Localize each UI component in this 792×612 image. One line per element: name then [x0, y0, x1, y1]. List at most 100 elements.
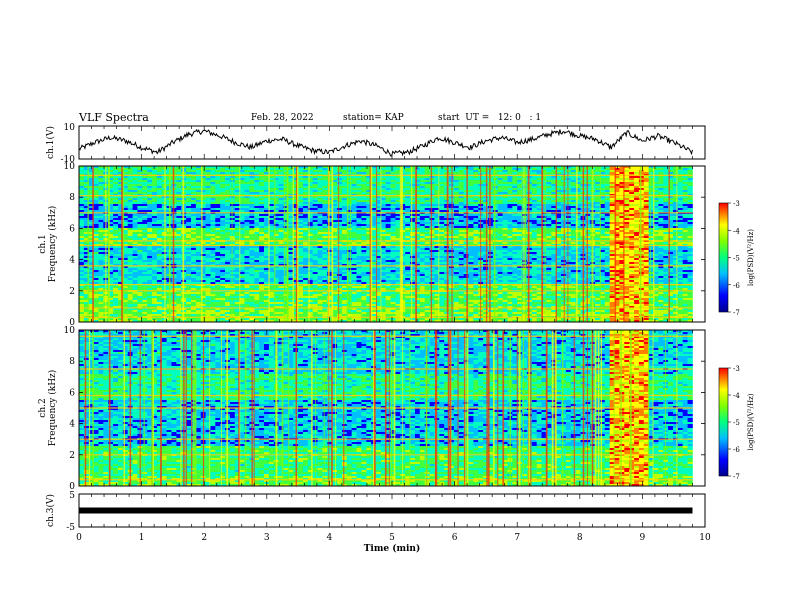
spectrogram-cell [268, 292, 275, 295]
spectrogram-cell [346, 200, 352, 203]
spectrogram-cell [268, 276, 275, 279]
spectrogram-cell [210, 260, 216, 263]
spectrogram-cell [122, 172, 128, 175]
spectrogram-cell [244, 218, 250, 221]
spectrogram-cell [88, 264, 94, 267]
spectrogram-cell [186, 288, 192, 291]
spectrogram-cell [264, 254, 270, 257]
spectrogram-cell [332, 246, 338, 249]
spectrogram-cell [307, 300, 313, 303]
spectrogram-cell [244, 200, 250, 203]
spectrogram-cell [293, 252, 299, 255]
spectrogram-cell [356, 258, 362, 261]
spectrogram-cell [210, 182, 216, 185]
spectrogram-cell [307, 292, 313, 295]
spectrogram-cell [83, 192, 90, 195]
spectrogram-cell [322, 288, 328, 291]
spectrogram-cell [337, 186, 343, 189]
spectrogram-cell [83, 308, 90, 311]
spectrogram-cell [264, 256, 270, 259]
spectrogram-cell [341, 166, 348, 169]
spectrogram-cell [225, 252, 231, 255]
spectrogram-cell [215, 222, 221, 225]
spectrogram-cell [127, 286, 133, 289]
spectrogram-cell [273, 276, 279, 279]
spectrogram-cell [337, 320, 343, 322]
spectrogram-cell [254, 258, 260, 261]
spectrogram-cell [361, 300, 367, 303]
spectrogram-cell [147, 278, 153, 281]
spectrogram-cell [254, 232, 260, 235]
spectrogram-cell [346, 176, 352, 179]
spectrogram-cell [132, 226, 138, 229]
spectrogram-cell [186, 218, 192, 221]
spectrogram-cell [156, 256, 163, 259]
spectrogram-cell [371, 258, 377, 261]
spectrogram-cell [147, 218, 153, 221]
spectrogram-cell [220, 238, 226, 241]
spectrogram-cell [332, 298, 338, 301]
spectrogram-cell [142, 318, 148, 321]
spectrogram-cell [93, 232, 99, 235]
spectrogram-cell [278, 296, 284, 299]
spectrogram-cell [322, 168, 328, 171]
spectrogram-cell [108, 274, 114, 277]
spectrogram-cell [239, 258, 245, 261]
spectrogram-cell [322, 192, 328, 195]
spectrogram-cell [239, 274, 245, 277]
spectrogram-cell [249, 262, 255, 265]
spectrogram-cell [122, 232, 128, 235]
spectrogram-cell [127, 278, 133, 281]
spectrogram-cell [195, 222, 202, 225]
spectrogram-cell [79, 198, 85, 201]
spectrogram-cell [351, 266, 357, 269]
spectrogram-cell [156, 312, 163, 315]
spectrogram-cell [376, 222, 382, 225]
spectrogram-cell [298, 188, 304, 191]
spectrogram-cell [234, 304, 240, 307]
spectrogram-cell [191, 268, 197, 271]
spectrogram-cell [142, 288, 148, 291]
spectrogram-cell [225, 196, 231, 199]
spectrogram-cell [234, 206, 240, 209]
spectrogram-cell [346, 230, 352, 233]
spectrogram-cell [88, 278, 94, 281]
spectrogram-cell [259, 192, 265, 195]
spectrogram-cell [191, 304, 197, 307]
spectrogram-cell [127, 176, 133, 179]
spectrogram-cell [210, 262, 216, 265]
spectrogram-cell [239, 232, 245, 235]
spectrogram-cell [132, 256, 138, 259]
spectrogram-cell [376, 172, 382, 175]
spectrogram-cell [200, 250, 206, 253]
spectrogram-cell [113, 206, 119, 209]
spectrogram-cell [205, 218, 211, 221]
spectrogram-cell [273, 186, 279, 189]
spectrogram-cell [283, 198, 289, 201]
spectrogram-cell [142, 182, 148, 185]
spectrogram-cell [303, 262, 309, 265]
spectrogram-cell [307, 230, 313, 233]
spectrogram-cell [327, 168, 333, 171]
spectrogram-cell [346, 214, 352, 217]
spectrogram-cell [205, 262, 211, 265]
spectrogram-cell [268, 238, 275, 241]
spectrogram-cell [283, 218, 289, 221]
spectrogram-cell [239, 282, 245, 285]
spectrogram-cell [259, 176, 265, 179]
spectrogram-cell [278, 310, 284, 313]
spectrogram-cell [278, 182, 284, 185]
spectrogram-cell [83, 208, 90, 211]
spectrogram-cell [278, 190, 284, 193]
spectrogram-cell [341, 168, 348, 171]
spectrogram-cell [176, 292, 182, 295]
spectrogram-cell [220, 176, 226, 179]
spectrogram-cell [317, 258, 323, 261]
spectrogram-cell [346, 264, 352, 267]
spectrogram-cell [278, 222, 284, 225]
spectrogram-cell [351, 280, 357, 283]
spectrogram-cell [337, 184, 343, 187]
spectrogram-cell [337, 230, 343, 233]
spectrogram-cell [205, 288, 211, 291]
spectrogram-cell [346, 312, 352, 315]
